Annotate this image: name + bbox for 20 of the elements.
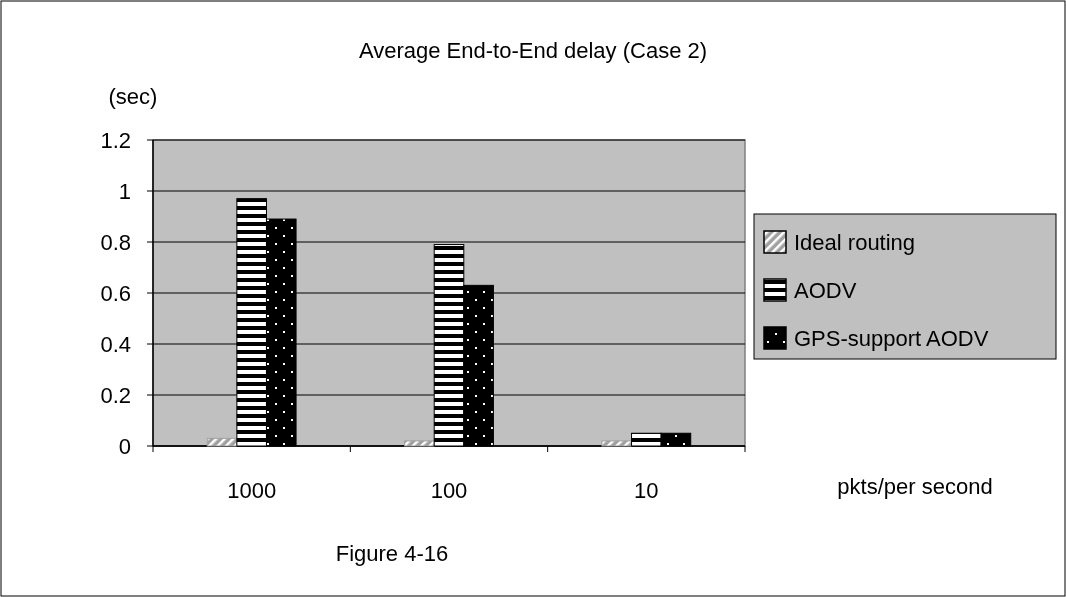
legend-label: AODV bbox=[794, 277, 857, 303]
x-axis-title: pkts/per second bbox=[837, 474, 993, 499]
y-tick-label: 0.6 bbox=[100, 280, 131, 306]
x-tick-label: 1000 bbox=[227, 478, 277, 503]
y-tick-label: 1 bbox=[118, 178, 131, 204]
y-axis-title: (sec) bbox=[108, 84, 158, 109]
legend-label: Ideal routing bbox=[794, 229, 916, 255]
y-tick-label: 0 bbox=[118, 433, 131, 459]
y-tick-label: 0.8 bbox=[100, 229, 131, 255]
caption: Figure 4-16 bbox=[335, 541, 449, 566]
legend-label: GPS-support AODV bbox=[794, 325, 989, 351]
chart-title: Average End-to-End delay (Case 2) bbox=[358, 38, 708, 63]
bar bbox=[601, 440, 633, 447]
y-tick-label: 0.2 bbox=[100, 382, 131, 408]
bar bbox=[206, 437, 238, 447]
x-tick-label: 10 bbox=[634, 478, 659, 503]
x-tick-label: 100 bbox=[430, 478, 468, 503]
bar bbox=[404, 440, 435, 447]
y-tick-label: 1.2 bbox=[100, 127, 131, 153]
y-tick-label: 0.4 bbox=[100, 331, 131, 357]
